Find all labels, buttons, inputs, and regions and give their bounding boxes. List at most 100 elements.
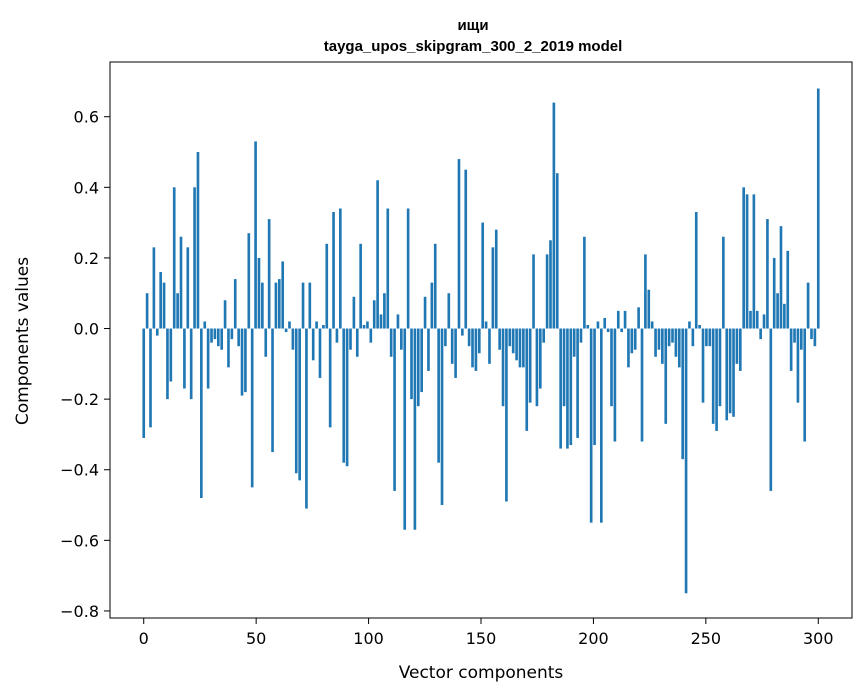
x-tick-label: 200: [578, 629, 609, 648]
bar: [227, 328, 230, 368]
bar: [806, 282, 810, 329]
bar: [701, 328, 705, 403]
bar: [254, 141, 257, 329]
bar: [759, 328, 762, 340]
bar: [579, 328, 583, 343]
x-tick-label: 100: [353, 629, 384, 648]
bar: [274, 282, 278, 329]
bar: [535, 328, 539, 407]
bar: [813, 328, 817, 347]
bar: [376, 180, 379, 329]
x-tick-label: 250: [691, 629, 722, 648]
bar: [705, 328, 708, 347]
bar: [800, 328, 803, 350]
bar: [159, 272, 162, 329]
bar: [196, 152, 200, 329]
bar: [305, 328, 308, 509]
bar: [684, 328, 688, 594]
bar: [162, 282, 166, 329]
plot-frame: [109, 61, 853, 619]
bar: [779, 226, 783, 329]
bar: [793, 328, 796, 343]
bar: [762, 314, 766, 329]
bar: [742, 187, 746, 329]
bar: [677, 328, 681, 368]
bar: [213, 328, 217, 340]
bar: [355, 328, 359, 357]
bar: [223, 300, 227, 329]
bar: [816, 88, 820, 329]
bar: [589, 328, 593, 523]
bar: [288, 321, 291, 329]
bar: [691, 328, 695, 347]
bar: [457, 159, 461, 329]
bar: [294, 328, 298, 474]
y-tick-label: −0.2: [60, 390, 99, 409]
bar: [291, 328, 295, 350]
bar: [216, 328, 220, 347]
bar: [176, 293, 179, 329]
bar: [559, 328, 562, 449]
bar: [539, 328, 542, 389]
bar: [366, 321, 369, 329]
bar: [498, 328, 501, 350]
bar: [623, 310, 627, 329]
bar: [189, 328, 193, 400]
bar: [383, 293, 386, 329]
bar: [440, 328, 444, 506]
bar: [149, 328, 152, 428]
bar: [657, 328, 661, 350]
x-tick-label: 0: [139, 629, 149, 648]
bar: [186, 247, 190, 329]
bar: [508, 328, 512, 347]
bar: [301, 282, 305, 329]
bar: [772, 257, 776, 329]
bar: [715, 328, 718, 431]
bar: [671, 328, 674, 343]
bar: [467, 328, 471, 347]
bar: [745, 194, 749, 329]
bar: [725, 328, 729, 421]
bar: [318, 328, 322, 378]
bar: [240, 328, 244, 396]
bar: [501, 328, 505, 407]
bar: [640, 328, 644, 442]
bar: [247, 233, 251, 329]
x-tick-label: 50: [246, 629, 266, 648]
bar: [603, 317, 607, 329]
bar: [776, 293, 779, 329]
bar: [528, 328, 532, 403]
bar: [183, 328, 186, 389]
bar: [569, 328, 573, 446]
bar: [735, 328, 739, 364]
bar: [766, 219, 769, 329]
bar: [250, 328, 254, 488]
bar: [281, 261, 285, 329]
bar: [413, 328, 417, 530]
bar: [783, 303, 786, 329]
bar: [454, 328, 457, 378]
bar: [155, 328, 159, 336]
y-tick-label: 0.0: [74, 320, 99, 339]
bar: [332, 212, 335, 329]
bar: [152, 247, 156, 329]
y-tick-label: 0.4: [74, 178, 99, 197]
bar: [752, 194, 756, 329]
bar: [315, 321, 318, 329]
bar: [620, 328, 623, 333]
bar: [400, 328, 403, 350]
bar: [311, 328, 315, 361]
bar: [698, 325, 701, 329]
bar: [166, 328, 169, 400]
y-tick-label: −0.4: [60, 461, 99, 480]
bar: [755, 310, 759, 329]
bar: [484, 321, 488, 329]
bar: [433, 243, 437, 329]
bar: [667, 328, 671, 347]
bar: [596, 321, 600, 329]
bar: [477, 328, 481, 354]
chart-subtitle: tayga_upos_skipgram_300_2_2019 model: [324, 38, 623, 55]
bar: [613, 328, 617, 442]
bar: [284, 328, 288, 333]
bar: [664, 328, 668, 424]
